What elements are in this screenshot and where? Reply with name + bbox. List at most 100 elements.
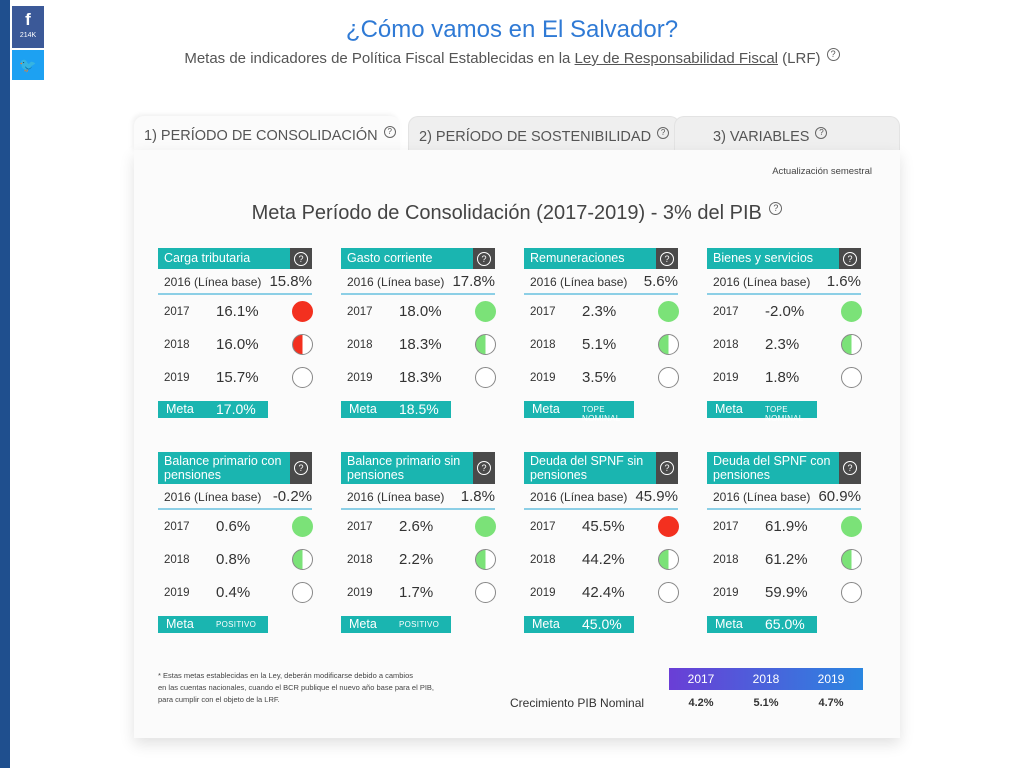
status-indicator-icon (475, 367, 496, 388)
year-row: 2017 61.9% (707, 510, 862, 543)
card-help-button[interactable]: ? (473, 248, 495, 269)
card-title: Carga tributaria? (158, 248, 312, 269)
status-indicator-icon (292, 301, 313, 322)
status-indicator-icon (475, 334, 496, 355)
year-row: 2018 16.0% (158, 328, 313, 361)
meta-value: 65.0% (765, 616, 805, 632)
baseline-value: 1.8% (460, 488, 495, 505)
baseline-value: 17.8% (452, 273, 495, 290)
tab-periodo-sostenibilidad[interactable]: 2) PERÍODO DE SOSTENIBILIDAD ? (408, 116, 680, 152)
card-help-button[interactable]: ? (473, 452, 495, 484)
year-value: 59.9% (765, 584, 808, 601)
year-value: 2.3% (765, 336, 800, 353)
year-row: 2017 45.5% (524, 510, 679, 543)
subtitle-help-icon[interactable]: ? (826, 48, 840, 61)
tab-periodo-consolidacion[interactable]: 1) PERÍODO DE CONSOLIDACIÓN ? (134, 116, 400, 152)
year-value: 5.1% (582, 336, 617, 353)
year-row: 2018 44.2% (524, 543, 679, 576)
lrf-link[interactable]: Ley de Responsabilidad Fiscal (574, 50, 778, 67)
meta-value: 18.5% (399, 401, 439, 417)
meta-label: Meta (349, 402, 377, 416)
tab-help-icon[interactable]: ? (383, 126, 396, 138)
status-indicator-icon (658, 301, 679, 322)
help-icon: ? (294, 251, 308, 266)
year-value: 2.2% (399, 551, 434, 568)
year-label: 2017 (164, 521, 190, 533)
baseline-row: 2016 (Línea base) 45.9% (524, 484, 678, 510)
baseline-row: 2016 (Línea base) 15.8% (158, 269, 312, 295)
baseline-value: 45.9% (635, 488, 678, 505)
year-label: 2019 (530, 372, 556, 384)
year-value: -2.0% (765, 303, 805, 320)
year-value: 1.8% (765, 369, 800, 386)
year-value: 3.5% (582, 369, 617, 386)
card-title: Remuneraciones? (524, 248, 678, 269)
baseline-row: 2016 (Línea base) 60.9% (707, 484, 861, 510)
status-indicator-icon (841, 334, 862, 355)
indicator-card: Deuda del SPNF sin pensiones? 2016 (Línea… (524, 452, 679, 633)
card-help-button[interactable]: ? (290, 452, 312, 484)
update-note: Actualización semestral (772, 166, 872, 177)
year-label: 2019 (164, 372, 190, 384)
tab-help-icon[interactable]: ? (815, 127, 828, 139)
card-title: Deuda del SPNF con pensiones? (707, 452, 861, 484)
indicator-card: Deuda del SPNF con pensiones? 2016 (Línea… (707, 452, 862, 633)
year-label: 2017 (530, 306, 556, 318)
card-help-button[interactable]: ? (290, 248, 312, 269)
year-label: 2017 (347, 521, 373, 533)
status-indicator-icon (475, 301, 496, 322)
year-label: 2019 (164, 587, 190, 599)
year-label: 2018 (713, 339, 739, 351)
baseline-row: 2016 (Línea base) 1.8% (341, 484, 495, 510)
year-label: 2018 (530, 554, 556, 566)
facebook-share-count: 214K (19, 32, 37, 39)
year-row: 2019 3.5% (524, 361, 679, 394)
status-indicator-icon (658, 516, 679, 537)
baseline-value: 60.9% (818, 488, 861, 505)
tab-variables[interactable]: 3) VARIABLES ? (674, 116, 900, 152)
baseline-value: 1.6% (826, 273, 861, 290)
meta-target: Meta TOPE NOMINAL (707, 401, 817, 423)
facebook-share-button[interactable]: f 214K (12, 6, 44, 48)
tab-help-icon[interactable]: ? (657, 127, 670, 139)
card-help-button[interactable]: ? (656, 248, 678, 269)
panel-title-help-icon[interactable]: ? (769, 202, 783, 216)
gdp-value: 4.7% (818, 697, 844, 709)
year-row: 2019 59.9% (707, 576, 862, 609)
year-label: 2019 (713, 587, 739, 599)
subtitle-suffix: (LRF) (778, 50, 821, 67)
tab-label: 1) PERÍODO DE CONSOLIDACIÓN (144, 127, 378, 144)
year-label: 2018 (347, 339, 373, 351)
card-help-button[interactable]: ? (839, 452, 861, 484)
panel-title-text: Meta Período de Consolidación (2017-2019… (251, 202, 762, 224)
meta-target: Meta 65.0% (707, 616, 817, 633)
subtitle-prefix: Metas de indicadores de Política Fiscal … (184, 50, 575, 67)
twitter-share-button[interactable]: 🐦 (12, 50, 44, 80)
year-row: 2019 0.4% (158, 576, 313, 609)
panel-title: Meta Período de Consolidación (2017-2019… (134, 202, 900, 225)
status-indicator-icon (841, 549, 862, 570)
year-row: 2018 18.3% (341, 328, 496, 361)
page-subtitle: Metas de indicadores de Política Fiscal … (0, 48, 1024, 67)
year-label: 2019 (347, 587, 373, 599)
year-label: 2017 (164, 306, 190, 318)
card-title: Deuda del SPNF sin pensiones? (524, 452, 678, 484)
meta-value: 17.0% (216, 401, 256, 417)
left-edge-bar (0, 0, 10, 768)
year-label: 2018 (347, 554, 373, 566)
help-icon: ? (843, 251, 857, 266)
status-indicator-icon (841, 301, 862, 322)
meta-target: Meta POSITIVO (158, 616, 268, 633)
meta-value: 45.0% (582, 616, 622, 632)
year-value: 0.4% (216, 584, 251, 601)
card-help-button[interactable]: ? (839, 248, 861, 269)
baseline-label: 2016 (Línea base) (164, 275, 262, 289)
tab-label: 2) PERÍODO DE SOSTENIBILIDAD (419, 128, 652, 145)
footnote-line: para cumplir con el objeto de la LRF. (158, 695, 280, 704)
card-help-button[interactable]: ? (656, 452, 678, 484)
meta-label: Meta (349, 617, 377, 631)
year-label: 2018 (530, 339, 556, 351)
meta-label: Meta (166, 617, 194, 631)
gdp-year: 2018 (752, 672, 780, 686)
status-indicator-icon (292, 334, 313, 355)
